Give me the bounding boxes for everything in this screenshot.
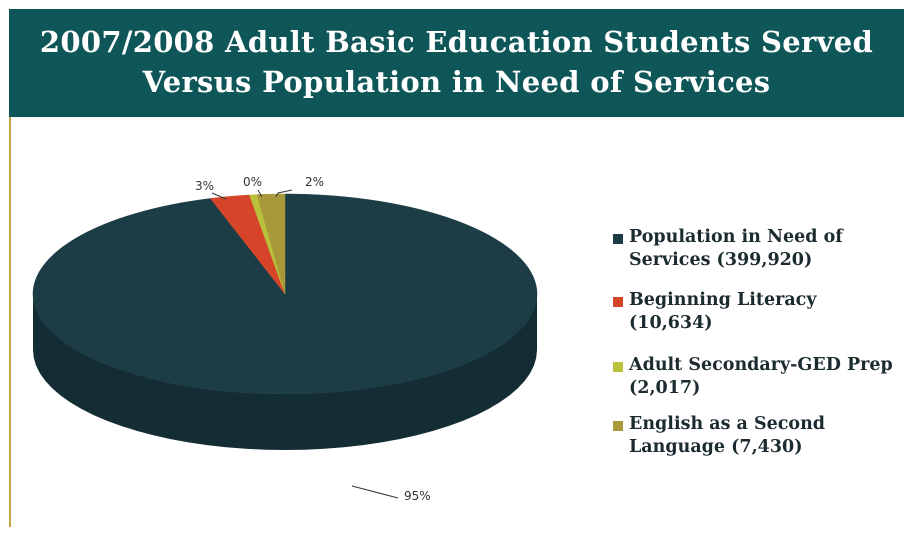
legend-swatch <box>613 234 623 244</box>
legend-label: Beginning Literacy (10,634) <box>629 290 817 333</box>
accent-rule <box>9 117 11 527</box>
pie-slice-3 <box>256 193 286 295</box>
chart-title-line-2: Versus Population in Need of Services <box>142 65 771 99</box>
legend-label: Population in Need of Services (399,920) <box>629 227 843 270</box>
pie-slice-1 <box>209 194 286 295</box>
percent-label-3: 2% <box>305 175 324 189</box>
pie-side-0 <box>33 294 537 450</box>
legend-label: Adult Secondary-GED Prep (2,017) <box>629 355 893 398</box>
leader-line-0 <box>351 485 399 499</box>
pie-slice-2 <box>249 194 286 295</box>
percent-label-2: 0% <box>243 175 262 189</box>
legend-label: English as a Second Language (7,430) <box>629 414 826 457</box>
legend-swatch <box>613 421 623 431</box>
leader-line-3 <box>275 189 293 198</box>
percent-label-0: 95% <box>404 489 431 503</box>
title-banner: 2007/2008 Adult Basic Education Students… <box>9 9 904 117</box>
legend-swatch <box>613 297 623 307</box>
percent-label-1: 3% <box>195 179 214 193</box>
legend-swatch <box>613 362 623 372</box>
leader-line-1 <box>211 192 227 200</box>
chart-title-line-1: 2007/2008 Adult Basic Education Students… <box>39 25 874 59</box>
leader-line-2 <box>257 189 263 198</box>
